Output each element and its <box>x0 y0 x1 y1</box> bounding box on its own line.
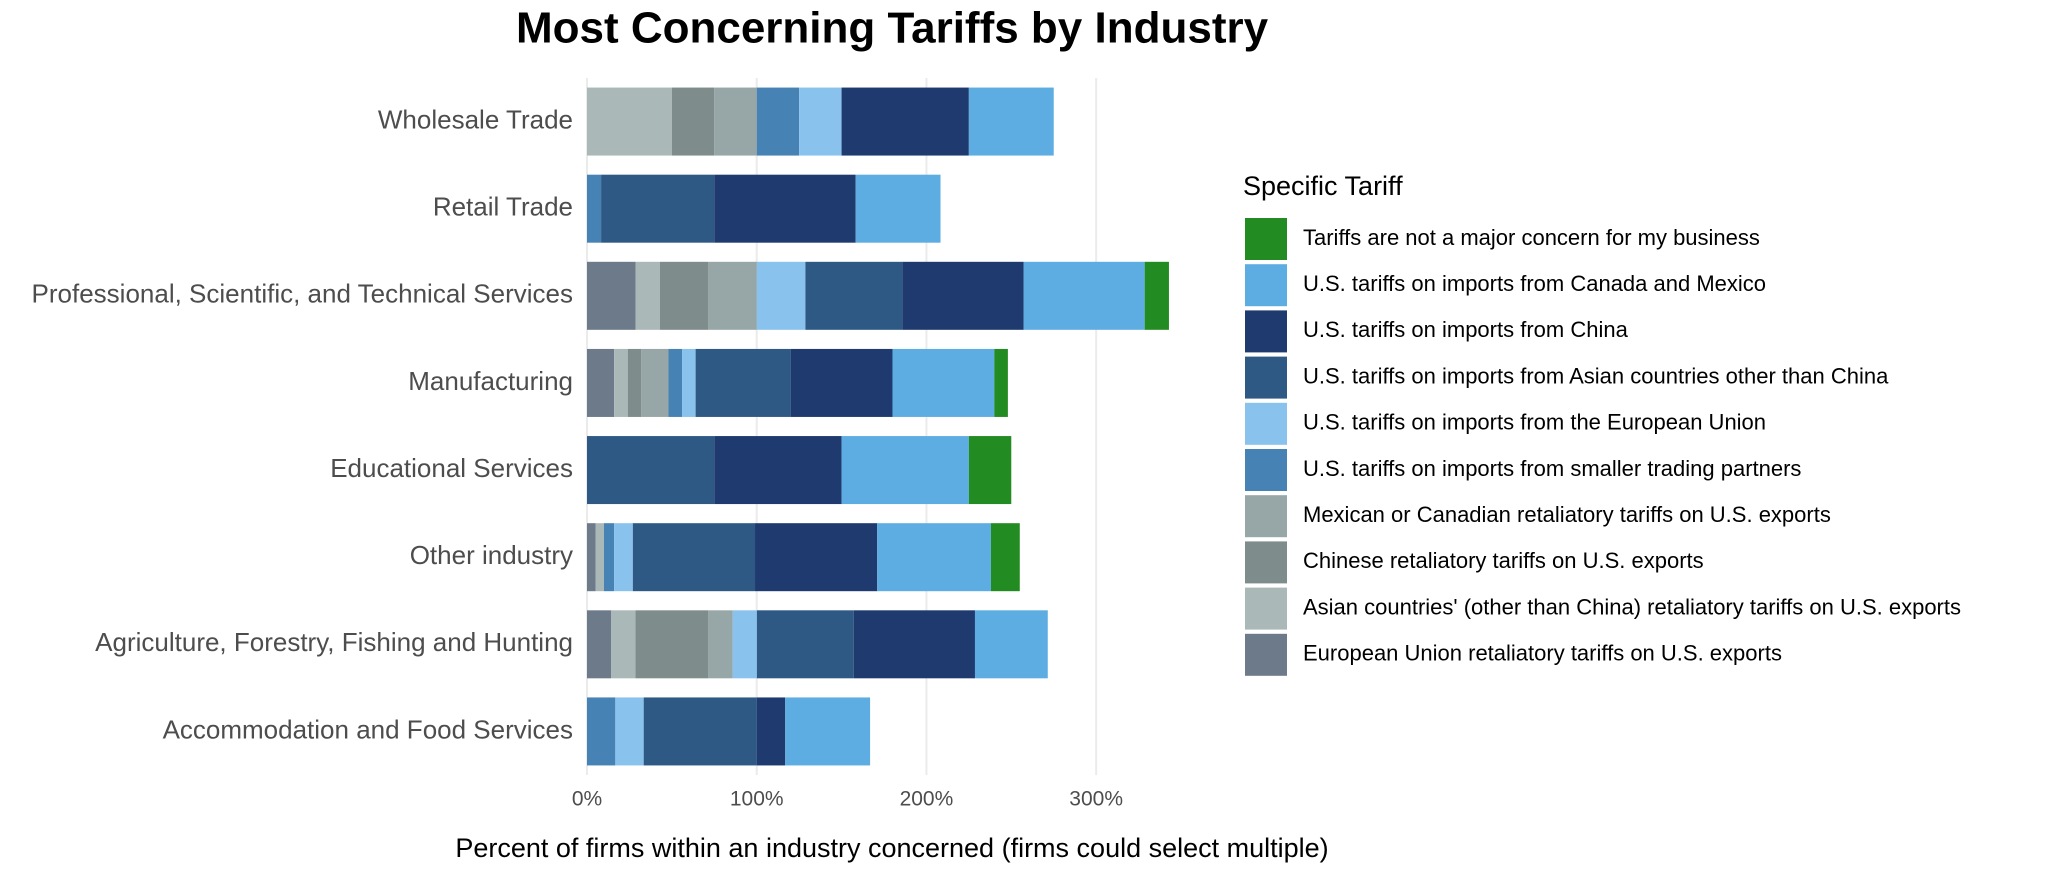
y-tick-label: Educational Services <box>330 453 573 483</box>
bar-segment <box>587 261 636 330</box>
bar-segment <box>990 523 1020 592</box>
bar-segment <box>756 261 806 330</box>
legend-key <box>1245 218 1287 260</box>
y-tick-label: Professional, Scientific, and Technical … <box>32 279 573 309</box>
bar-segment <box>643 697 757 766</box>
bar-segment <box>974 610 1048 679</box>
y-tick-label: Accommodation and Food Services <box>163 714 573 744</box>
y-tick-label: Retail Trade <box>433 192 573 222</box>
bar-segment <box>671 87 715 156</box>
bar-segment <box>799 87 842 156</box>
legend-label: Mexican or Canadian retaliatory tariffs … <box>1303 502 1831 527</box>
legend-key <box>1245 541 1287 584</box>
bar-segment <box>708 610 733 679</box>
legend-label: Tariffs are not a major concern for my b… <box>1303 225 1760 250</box>
bar-segment <box>615 697 644 766</box>
bar-segment <box>732 610 757 679</box>
legend-key <box>1245 310 1287 353</box>
legend-key <box>1245 402 1287 445</box>
legend-label: Chinese retaliatory tariffs on U.S. expo… <box>1303 548 1704 573</box>
bar-segment <box>892 348 995 417</box>
legend-label: Asian countries' (other than China) reta… <box>1303 594 1961 619</box>
x-tick-label: 200% <box>900 788 954 811</box>
bar-segment <box>668 348 683 417</box>
y-tick-label: Wholesale Trade <box>378 104 573 134</box>
bar-segment <box>635 261 660 330</box>
bar-segment <box>641 348 669 417</box>
bar-segment <box>587 436 715 505</box>
bar-segment <box>682 348 696 417</box>
bar-segment <box>595 523 604 592</box>
bar-segment <box>902 261 1024 330</box>
bar-segment <box>968 436 1012 505</box>
bar-segment <box>877 523 991 592</box>
bar-segment <box>1144 261 1169 330</box>
x-tick-label: 300% <box>1069 788 1123 811</box>
legend-key <box>1245 587 1287 630</box>
legend-label: U.S. tariffs on imports from China <box>1303 317 1629 342</box>
bar-segment <box>614 523 633 592</box>
bar-segment <box>627 348 642 417</box>
bar-segment <box>714 436 842 505</box>
bar-segment <box>805 261 903 330</box>
legend-label: U.S. tariffs on imports from Canada and … <box>1303 271 1766 296</box>
legend-title: Specific Tariff <box>1243 171 1403 201</box>
bar-segment <box>785 697 871 766</box>
bar-segment <box>756 87 800 156</box>
bar-segment <box>714 87 757 156</box>
bar-segment <box>587 523 596 592</box>
legend-label: European Union retaliatory tariffs on U.… <box>1303 641 1782 666</box>
bar-segment <box>659 261 709 330</box>
legend-key <box>1245 449 1287 491</box>
bar-segment <box>968 87 1054 156</box>
y-tick-label: Other industry <box>410 540 573 570</box>
bar-segment <box>587 174 602 243</box>
bar-segment <box>601 174 715 243</box>
legend-key <box>1245 264 1287 307</box>
legend-key <box>1245 356 1287 399</box>
bar-segment <box>603 523 615 592</box>
bar-segment <box>587 348 615 417</box>
bar-segment <box>756 610 854 679</box>
bar-segment <box>714 174 856 243</box>
bar-segment <box>756 697 786 766</box>
bar-segment <box>1023 261 1145 330</box>
y-tick-label: Agriculture, Forestry, Fishing and Hunti… <box>95 627 573 657</box>
bar-segment <box>611 610 636 679</box>
bar-segment <box>755 523 878 592</box>
bar-segment <box>708 261 757 330</box>
x-axis-title: Percent of firms within an industry conc… <box>455 833 1328 863</box>
bar-segment <box>587 87 672 156</box>
bar-segment <box>587 610 612 679</box>
x-tick-label: 100% <box>730 788 784 811</box>
bar-segment <box>994 348 1008 417</box>
bar-segment <box>790 348 893 417</box>
bar-segment <box>855 174 941 243</box>
chart-title: Most Concerning Tariffs by Industry <box>516 4 1269 53</box>
bar-segment <box>853 610 975 679</box>
y-tick-label: Manufacturing <box>408 366 573 396</box>
x-tick-label: 0% <box>572 788 602 811</box>
legend-key <box>1245 633 1287 676</box>
bar-segment <box>841 436 969 505</box>
bar-segment <box>841 87 969 156</box>
legend-key <box>1245 495 1287 538</box>
bar-segment <box>587 697 616 766</box>
legend-label: U.S. tariffs on imports from smaller tra… <box>1303 456 1801 481</box>
bar-segment <box>632 523 756 592</box>
bar-segment <box>695 348 791 417</box>
bar-segment <box>614 348 628 417</box>
legend-label: U.S. tariffs on imports from Asian count… <box>1303 363 1889 388</box>
legend-label: U.S. tariffs on imports from the Europea… <box>1303 410 1766 435</box>
bar-segment <box>635 610 709 679</box>
